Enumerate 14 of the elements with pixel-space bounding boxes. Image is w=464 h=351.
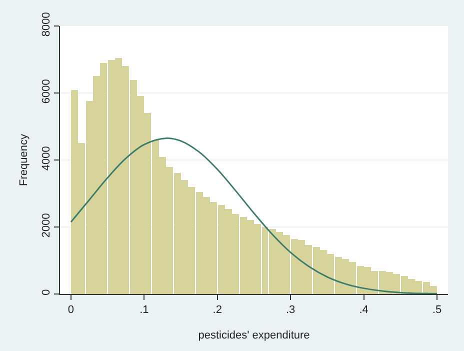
y-tick-label: 4000 xyxy=(40,146,53,171)
y-tick-label: 2000 xyxy=(40,213,53,238)
x-tick-label: .1 xyxy=(140,304,149,316)
x-tick-label: .3 xyxy=(286,304,296,316)
y-tick-label: 6000 xyxy=(40,79,53,104)
x-tick-label: .4 xyxy=(359,304,368,316)
x-tick-label: 0 xyxy=(68,304,74,316)
x-tick-label: .5 xyxy=(432,304,442,316)
y-tick-label: 8000 xyxy=(40,12,53,37)
x-axis-title: pesticides' expenditure xyxy=(198,329,310,342)
y-tick-label: 0 xyxy=(40,289,53,296)
y-axis-title: Frequency xyxy=(18,134,30,186)
line-series xyxy=(70,137,438,294)
x-tick-label: .2 xyxy=(212,304,222,316)
